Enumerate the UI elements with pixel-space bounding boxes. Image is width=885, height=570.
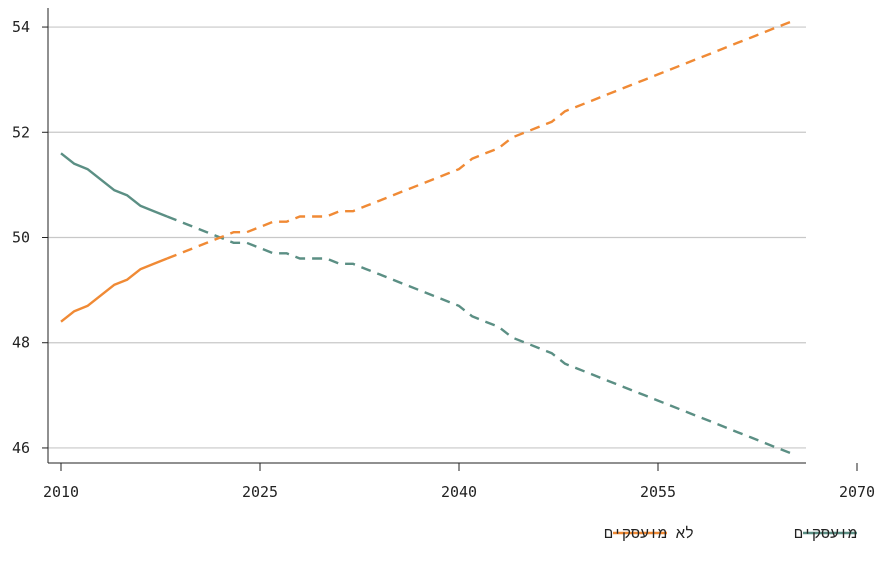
series-1-actual-line [60, 257, 168, 323]
y-axis-ticks: 46 48 50 52 54 [12, 18, 48, 457]
x-axis-ticks: 2010 2025 2040 2055 2070 [43, 463, 875, 501]
series-1-projection-line [166, 20, 792, 260]
y-tick-label: 52 [12, 123, 30, 141]
series-lines [60, 20, 792, 455]
y-tick-label: 50 [12, 229, 30, 247]
x-tick-label: 2040 [441, 483, 477, 501]
y-tick-label: 48 [12, 334, 30, 352]
y-tick-label: 46 [12, 439, 30, 457]
x-tick-label: 2010 [43, 483, 79, 501]
x-tick-label: 2025 [242, 483, 278, 501]
y-tick-label: 54 [12, 18, 30, 36]
legend-label-0: מועסקים [794, 524, 857, 542]
legend-label-1: לא מועסקים [604, 524, 694, 542]
series-0-projection-line [166, 215, 792, 455]
x-tick-label: 2070 [839, 483, 875, 501]
series-0-actual-line [60, 152, 168, 218]
x-tick-label: 2055 [640, 483, 676, 501]
legend: מועסקים לא מועסקים [604, 524, 857, 542]
gridlines [48, 26, 806, 449]
